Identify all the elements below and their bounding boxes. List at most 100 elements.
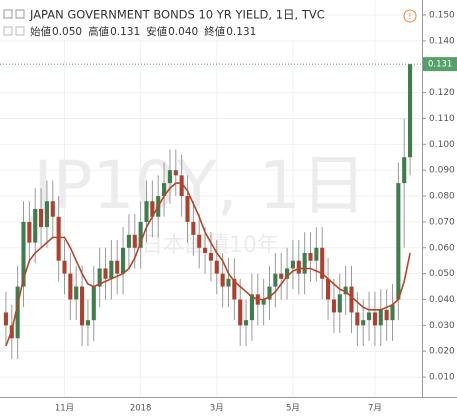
- candle-body: [126, 234, 131, 248]
- watermark: JP10Y, 1日: [29, 147, 367, 224]
- candle-body: [62, 260, 67, 274]
- candle-body: [39, 208, 44, 228]
- candle-body: [238, 299, 243, 326]
- candle-body: [162, 183, 167, 197]
- last-price-box: [423, 57, 457, 72]
- candle-body: [302, 252, 307, 274]
- candle-body: [349, 286, 354, 313]
- candle-body: [74, 286, 79, 300]
- candle-body: [97, 268, 102, 287]
- candle-body: [337, 294, 342, 313]
- y-tick-label: 0.060: [429, 243, 455, 253]
- candle-body: [244, 320, 249, 326]
- y-tick-label: 0.100: [429, 140, 455, 150]
- x-tick-label: 5月: [286, 404, 300, 414]
- candle-body: [331, 299, 336, 313]
- ohlc-label: 始値: [30, 25, 51, 38]
- ohlc-row: 始値 0.050 高値 0.131 安値 0.040 終値 0.131: [30, 25, 256, 38]
- candle-body: [273, 273, 278, 287]
- candle-body: [150, 201, 155, 217]
- candle-body: [21, 221, 26, 287]
- header-bg: [0, 0, 300, 40]
- candle-body: [167, 170, 172, 184]
- alert-icon-mark: !: [408, 12, 411, 21]
- candle-body: [44, 201, 49, 228]
- y-tick-label: 0.150: [429, 11, 455, 21]
- candle-body: [214, 260, 219, 274]
- candle-body: [232, 278, 237, 300]
- y-tick-label: 0.050: [429, 269, 455, 279]
- candle-body: [27, 221, 32, 243]
- candle-body: [191, 221, 196, 235]
- candle-body: [68, 273, 73, 300]
- candle-body: [226, 278, 231, 287]
- candle-body: [267, 286, 272, 300]
- candle-body: [384, 309, 389, 321]
- candle-body: [115, 260, 120, 274]
- chart-title: JAPAN GOVERNMENT BONDS 10 YR YIELD, 1日, …: [29, 8, 325, 22]
- ohlc-value: 0.050: [52, 26, 82, 38]
- ohlc-value: 0.131: [110, 26, 140, 38]
- candle-body: [179, 175, 184, 197]
- ohlc-label: 安値: [146, 25, 167, 38]
- candle-body: [91, 286, 96, 321]
- candle-body: [56, 216, 61, 261]
- y-tick-label: 0.020: [429, 347, 455, 357]
- candle-body: [173, 170, 178, 176]
- candle-body: [103, 268, 108, 279]
- candle-body: [290, 260, 295, 269]
- ohlc-label: 終値: [204, 25, 225, 38]
- candle-body: [296, 260, 301, 274]
- candle-body: [261, 299, 266, 305]
- candle-body: [85, 320, 90, 326]
- y-tick-label: 0.120: [429, 88, 455, 98]
- x-tick-label: 2018: [130, 404, 152, 414]
- candle-body: [3, 312, 8, 326]
- marks: [0, 63, 422, 359]
- icon: [15, 26, 25, 36]
- alert-icon[interactable]: [403, 9, 417, 23]
- candle-body: [279, 273, 284, 279]
- header-icons: [3, 9, 25, 36]
- last-price-label: 0.131: [428, 60, 452, 70]
- candle-body: [402, 157, 407, 184]
- candle-body: [80, 286, 85, 326]
- icon: [3, 26, 13, 36]
- candle-body: [185, 196, 190, 222]
- candle-body: [355, 312, 360, 326]
- candle-body: [308, 252, 313, 261]
- y-tick-label: 0.080: [429, 192, 455, 202]
- y-tick-label: 0.030: [429, 321, 455, 331]
- y-tick-label: 0.110: [429, 114, 455, 124]
- candle-body: [197, 234, 202, 248]
- x-tick-label: 7月: [368, 404, 382, 414]
- candle-body: [314, 247, 319, 261]
- y-tick-label: 0.090: [429, 166, 455, 176]
- candle-body: [15, 286, 20, 339]
- ohlc-value: 0.040: [168, 26, 198, 38]
- candle-body: [361, 320, 366, 326]
- candle-body: [50, 201, 55, 217]
- candle-body: [378, 309, 383, 326]
- y-tick-label: 0.070: [429, 217, 455, 227]
- moving-average: [5, 182, 411, 347]
- candle-body: [390, 304, 395, 321]
- candle-body: [132, 234, 137, 248]
- candle-body: [408, 64, 413, 158]
- candle-body: [208, 252, 213, 261]
- candle-body: [372, 312, 377, 326]
- ohlc-value: 0.131: [226, 26, 256, 38]
- ohlc-label: 高値: [88, 25, 109, 38]
- candle-body: [121, 247, 126, 274]
- candle-body: [343, 286, 348, 295]
- y-tick-label: 0.040: [429, 295, 455, 305]
- candle-body: [144, 201, 149, 222]
- candle-body: [203, 247, 208, 253]
- x-tick-label: 3月: [210, 404, 224, 414]
- icon: [3, 9, 13, 19]
- x-tick-label: 11月: [55, 404, 74, 414]
- candle-body: [326, 278, 331, 300]
- axes: 0.010 0.020 0.030 0.040 0.050 0.060 0.070 0.080…: [55, 11, 457, 414]
